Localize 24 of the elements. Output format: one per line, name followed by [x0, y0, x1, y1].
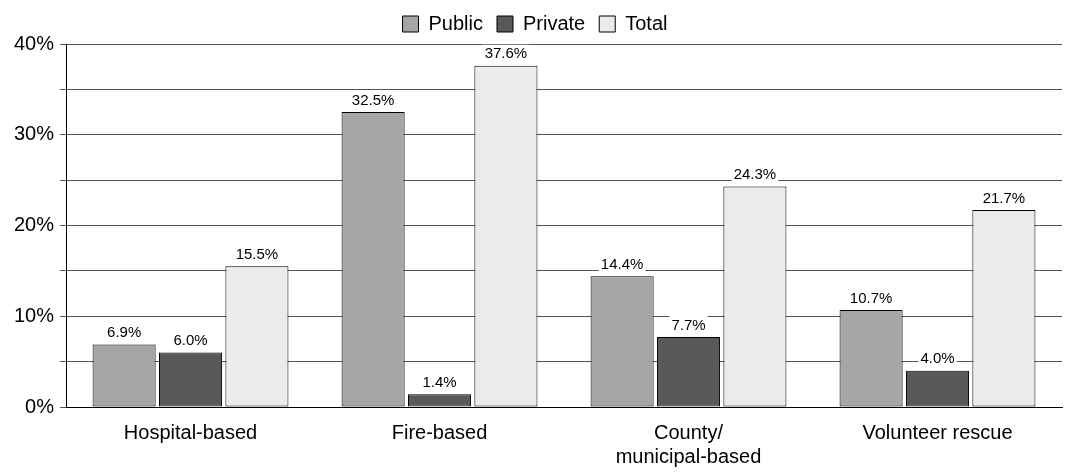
- data-label: 1.4%: [422, 372, 457, 390]
- data-label: 6.0%: [173, 331, 208, 349]
- y-tick-label: 20%: [14, 213, 55, 236]
- data-label: 14.4%: [600, 254, 644, 272]
- data-label: 21.7%: [982, 188, 1026, 206]
- x-tick-label: Fire-based: [391, 420, 488, 443]
- data-label: 15.5%: [235, 244, 279, 262]
- x-tick-label: Hospital-based: [123, 420, 258, 443]
- y-tick-label: 0%: [25, 394, 55, 417]
- data-label: 32.5%: [351, 90, 395, 108]
- y-tick-label: 10%: [14, 303, 55, 326]
- data-label: 7.7%: [671, 315, 706, 333]
- legend-label: Public: [428, 11, 483, 34]
- y-tick-label: 30%: [14, 122, 55, 145]
- x-tick-label: Volunteer rescue: [862, 420, 1013, 443]
- data-label: 37.6%: [484, 44, 528, 62]
- x-tick-label: County/ municipal-based: [615, 420, 762, 467]
- data-label: 24.3%: [733, 165, 777, 183]
- legend-label: Private: [522, 11, 586, 34]
- data-label: 4.0%: [920, 349, 955, 367]
- y-tick-label: 40%: [14, 31, 55, 54]
- legend-label: Total: [625, 11, 668, 34]
- data-label: 10.7%: [849, 288, 893, 306]
- data-label: 6.9%: [107, 323, 142, 341]
